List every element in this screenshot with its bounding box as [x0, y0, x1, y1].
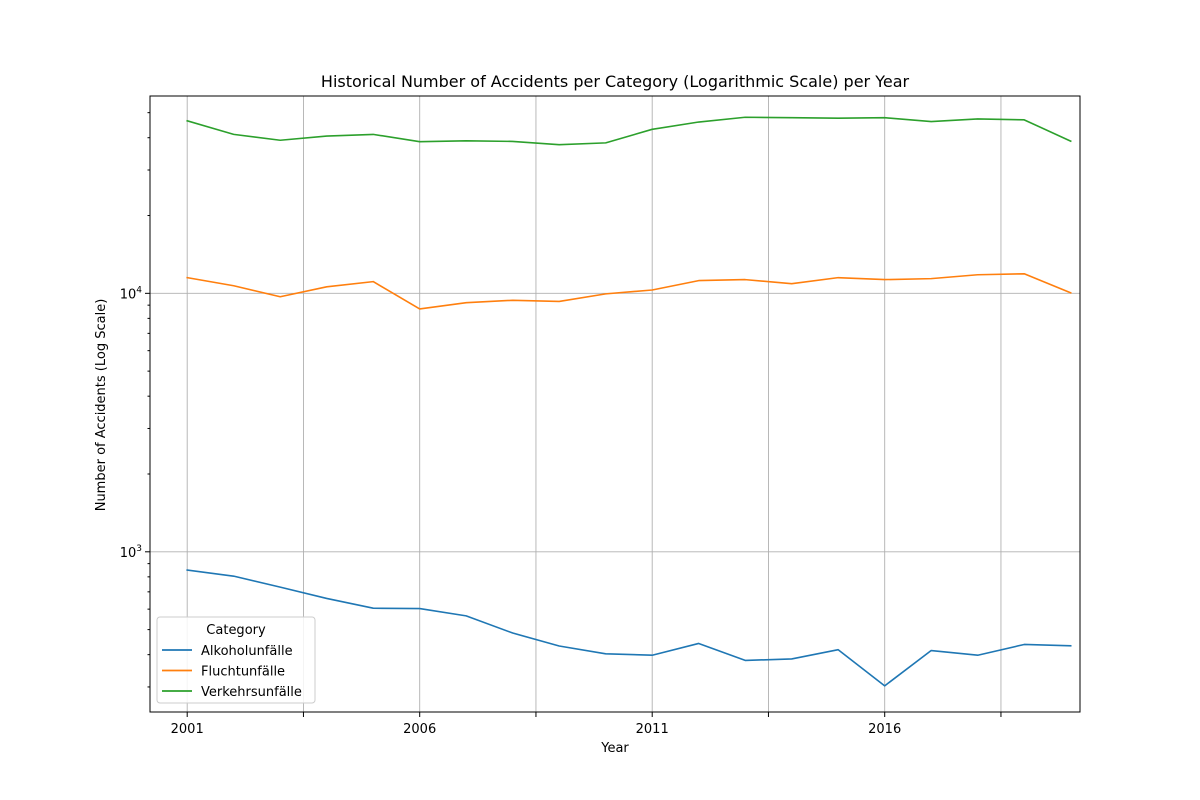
legend-box [156, 616, 316, 704]
y-tick-label: 104 [120, 285, 143, 302]
x-tick-label: 2016 [868, 722, 901, 737]
ticks-layer: 2001 2006 2011 2016 103 104 [120, 112, 1002, 737]
legend-label: Alkoholunfälle [201, 644, 293, 659]
plot-frame [149, 95, 1081, 713]
legend-label: Verkehrsunfälle [201, 685, 302, 700]
chart-title: Historical Number of Accidents per Categ… [321, 72, 910, 91]
y-tick-label: 103 [120, 544, 142, 561]
x-tick-label: 2001 [171, 722, 204, 737]
legend: Category Alkoholunfälle Fluchtunfälle Verk… [156, 616, 316, 704]
legend-title: Category [206, 623, 266, 638]
series-line-2 [186, 272, 1072, 310]
legend-items: Alkoholunfälle Fluchtunfälle Verkehrsunfäl… [162, 644, 302, 700]
series-line-3 [186, 116, 1072, 146]
x-tick-label: 2006 [403, 722, 436, 737]
legend-label: Fluchtunfälle [201, 665, 285, 680]
y-axis-label: Number of Accidents (Log Scale) [94, 299, 109, 512]
x-tick-label: 2011 [636, 722, 669, 737]
series-line-1 [186, 569, 1072, 687]
series-layer [186, 116, 1072, 687]
x-axis-label: Year [600, 741, 629, 756]
